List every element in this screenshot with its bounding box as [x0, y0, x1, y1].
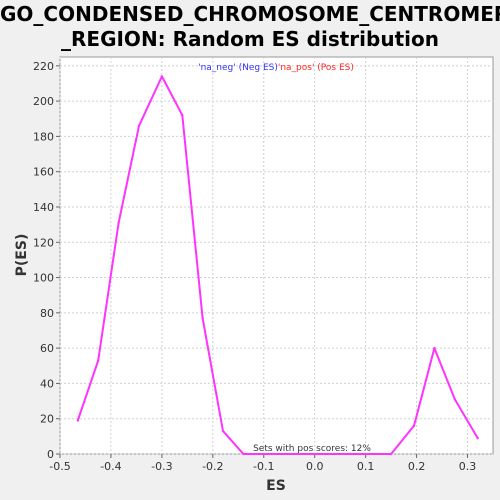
chart-title: GO_CONDENSED_CHROMOSOME_CENTROMERIC _REG… [0, 0, 500, 52]
y-tick-label: 220 [33, 60, 54, 73]
data-point [221, 429, 225, 433]
series-layer [76, 75, 479, 456]
axes: 0 20 40 60 80 100 120 140 160 180 200 220 -0.5 -0.4 -0… [33, 60, 476, 473]
y-tick-label: 160 [33, 166, 54, 179]
chart-title-line-1: GO_CONDENSED_CHROMOSOME_CENTROMERIC [0, 2, 500, 26]
y-tick-label: 20 [40, 413, 54, 426]
plot-area [59, 56, 494, 455]
y-tick-label: 140 [33, 201, 54, 214]
data-point [76, 419, 80, 422]
data-point [389, 452, 393, 456]
data-point [412, 424, 416, 427]
grid [59, 57, 493, 455]
y-tick-label: 100 [33, 272, 54, 285]
x-axis-label: ES [266, 478, 286, 494]
data-point [433, 346, 436, 350]
y-axis-label: P(ES) [14, 234, 30, 277]
x-tick-label: -0.5 [49, 460, 70, 473]
y-tick-label: 180 [33, 130, 54, 143]
x-tick-label: -0.4 [100, 460, 121, 473]
legend-entry: 'na_neg' (Neg ES) [198, 63, 278, 73]
y-tick-label: 60 [40, 342, 54, 355]
x-tick-label: -0.1 [253, 460, 274, 473]
data-point [242, 452, 245, 456]
x-tick-label: 0.0 [306, 460, 324, 473]
data-point [476, 436, 479, 440]
series-line [76, 75, 479, 455]
legend-entry: 'na_pos' (Pos ES) [278, 63, 354, 73]
x-tick-label: -0.2 [202, 460, 223, 473]
y-tick-label: 40 [40, 377, 54, 390]
chart-title-line-2: _REGION: Random ES distribution [61, 27, 439, 51]
data-point [137, 124, 141, 128]
data-point [201, 316, 204, 320]
y-tick-label: 80 [40, 307, 54, 320]
y-tick-label: 200 [33, 95, 54, 108]
annotation-text: Sets with pos scores: 12% [253, 444, 371, 454]
x-tick-label: -0.3 [151, 460, 172, 473]
data-point [160, 75, 164, 78]
legend: 'na_neg' (Neg ES)'na_pos' (Pos ES) [198, 63, 354, 73]
data-point [97, 359, 100, 362]
legend-text: 'na_neg' (Neg ES)'na_pos' (Pos ES) [198, 63, 354, 73]
data-point [453, 398, 456, 401]
y-tick-label: 0 [47, 448, 54, 461]
x-tick-label: 0.2 [408, 460, 426, 473]
x-tick-label: 0.1 [357, 460, 375, 473]
y-tick-label: 120 [33, 236, 54, 249]
data-point [117, 221, 120, 225]
data-point [181, 114, 184, 117]
x-tick-label: 0.3 [459, 460, 477, 473]
